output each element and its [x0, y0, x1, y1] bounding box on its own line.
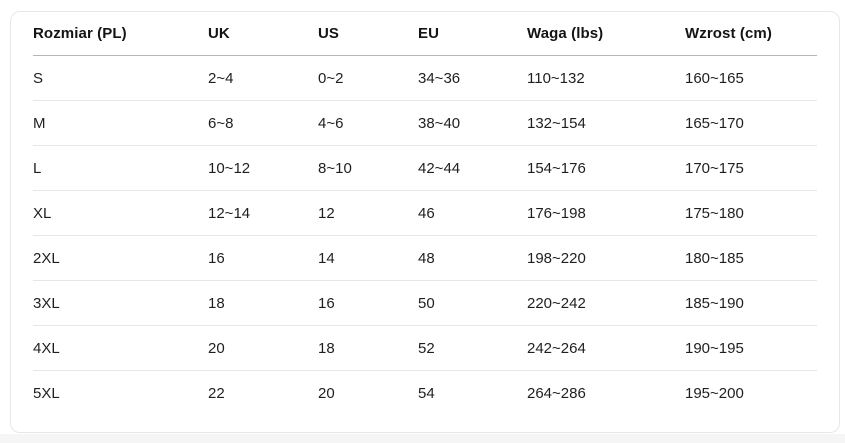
table-cell: 165~170 — [685, 100, 817, 146]
size-chart-table: Rozmiar (PL) UK US EU Waga (lbs) Wzrost (cm) … — [33, 12, 817, 415]
table-cell: 50 — [418, 280, 527, 326]
column-header: Wzrost (cm) — [685, 12, 817, 56]
table-cell: 2~4 — [208, 55, 318, 101]
column-header: Waga (lbs) — [527, 12, 685, 56]
table-row: 3XL 18 16 50 220~242 185~190 — [33, 280, 817, 326]
table-row: M 6~8 4~6 38~40 132~154 165~170 — [33, 100, 817, 146]
table-cell: 22 — [208, 384, 225, 402]
table-cell: 0~2 — [318, 55, 418, 101]
size-chart-body: S 2~4 0~2 34~36 110~132 160~165 M 6~8 4~6 38~40 13… — [33, 55, 817, 416]
table-cell: 16 — [208, 235, 318, 281]
table-cell: 46 — [418, 190, 527, 236]
table-cell: 198~220 — [527, 235, 685, 281]
table-cell: 154~176 — [527, 145, 685, 191]
table-cell: 3XL — [33, 280, 208, 326]
table-cell: 6~8 — [208, 100, 318, 146]
table-cell: 4~6 — [318, 100, 418, 146]
table-cell: 2XL — [33, 235, 208, 281]
table-cell: 220~242 — [527, 280, 685, 326]
column-header: UK — [208, 12, 318, 56]
table-cell: 52 — [418, 325, 527, 371]
table-cell: 20 — [208, 325, 318, 371]
table-cell: 18 — [318, 325, 418, 371]
table-cell: 185~190 — [685, 280, 817, 326]
table-cell: 180~185 — [685, 235, 817, 281]
table-cell: 48 — [418, 235, 527, 281]
table-cell: 160~165 — [685, 55, 817, 101]
table-cell: L — [33, 145, 208, 191]
table-row: L 10~12 8~10 42~44 154~176 170~175 — [33, 145, 817, 191]
page-background-strip — [0, 434, 845, 443]
table-row: XL 12~14 12 46 176~198 175~180 — [33, 190, 817, 236]
table-cell: M — [33, 100, 208, 146]
table-cell: 8~10 — [318, 145, 418, 191]
table-cell: 242~264 — [527, 325, 685, 371]
table-cell: 132~154 — [527, 100, 685, 146]
table-cell: 12~14 — [208, 190, 318, 236]
column-header: EU — [418, 12, 527, 56]
table-cell: 10~12 — [208, 145, 318, 191]
table-cell: 170~175 — [685, 145, 817, 191]
column-header: Rozmiar (PL) — [33, 12, 208, 56]
table-cell: 12 — [318, 190, 418, 236]
table-row: S 2~4 0~2 34~36 110~132 160~165 — [33, 55, 817, 101]
table-cell: 175~180 — [685, 190, 817, 236]
table-row: 2XL 16 14 48 198~220 180~185 — [33, 235, 817, 281]
size-chart-header: Rozmiar (PL) UK US EU Waga (lbs) Wzrost (cm) — [33, 12, 817, 56]
table-cell: 54 — [418, 384, 435, 402]
table-cell: 264~286 — [527, 384, 586, 402]
table-cell: 5XL — [33, 384, 60, 402]
table-row: 4XL 20 18 52 242~264 190~195 — [33, 325, 817, 371]
table-cell: 110~132 — [527, 55, 685, 101]
table-cell: XL — [33, 190, 208, 236]
table-cell: 176~198 — [527, 190, 685, 236]
column-header: US — [318, 12, 418, 56]
table-cell: 20 — [318, 384, 335, 402]
table-cell: 14 — [318, 235, 418, 281]
table-cell: 190~195 — [685, 325, 817, 371]
table-cell: S — [33, 55, 208, 101]
table-cell: 16 — [318, 280, 418, 326]
table-cell: 34~36 — [418, 55, 527, 101]
table-cell: 4XL — [33, 325, 208, 371]
table-cell: 18 — [208, 280, 318, 326]
table-cell: 42~44 — [418, 145, 527, 191]
table-cell: 38~40 — [418, 100, 527, 146]
size-chart-card: Rozmiar (PL) UK US EU Waga (lbs) Wzrost (cm) … — [10, 11, 840, 433]
table-row: 5XL 22 20 54 264~286 195~200 — [33, 371, 817, 416]
table-cell: 195~200 — [685, 384, 744, 402]
header-row: Rozmiar (PL) UK US EU Waga (lbs) Wzrost (cm) — [33, 12, 817, 56]
